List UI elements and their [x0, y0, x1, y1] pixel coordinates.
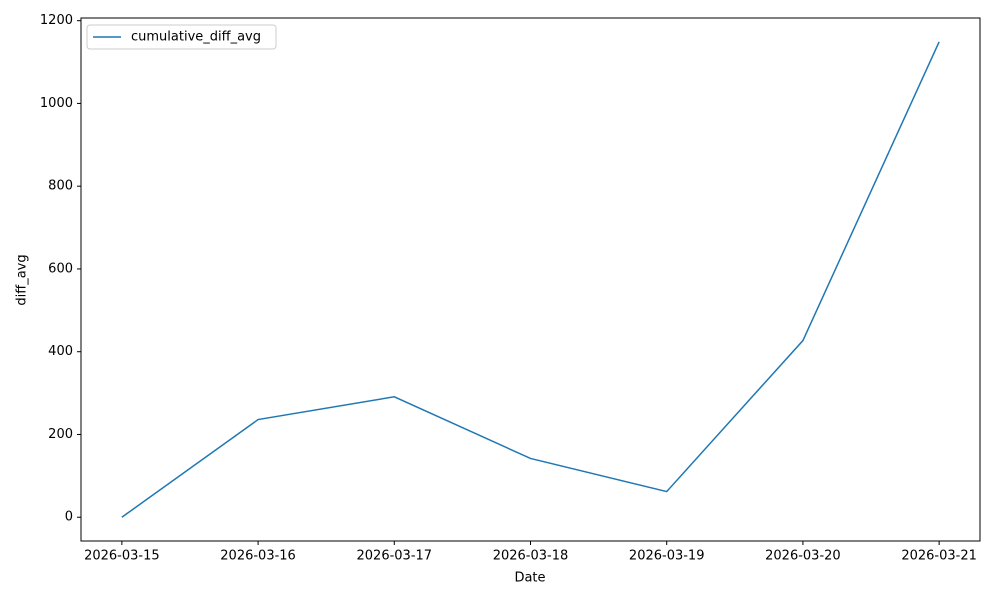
y-tick-label: 0: [65, 510, 73, 525]
x-tick-label: 2026-03-17: [357, 549, 433, 564]
x-tick-label: 2026-03-18: [493, 549, 569, 564]
x-tick-label: 2026-03-16: [220, 549, 296, 564]
plot-area: [80, 17, 981, 542]
x-tick-label: 2026-03-19: [629, 549, 705, 564]
legend-box: [86, 24, 277, 50]
y-tick-label: 200: [48, 427, 73, 442]
y-tick-label: 600: [48, 261, 73, 276]
y-tick-label: 1200: [40, 13, 73, 28]
x-axis-label: Date: [514, 571, 545, 586]
legend-label: cumulative_diff_avg: [131, 30, 261, 45]
y-tick-label: 1000: [40, 96, 73, 111]
y-tick-label: 400: [48, 344, 73, 359]
y-axis-label: diff_avg: [15, 254, 30, 305]
y-tick-label: 800: [48, 179, 73, 194]
x-tick-label: 2026-03-21: [901, 549, 977, 564]
x-tick-label: 2026-03-20: [765, 549, 841, 564]
x-tick-label: 2026-03-15: [84, 549, 160, 564]
line: [121, 41, 940, 518]
